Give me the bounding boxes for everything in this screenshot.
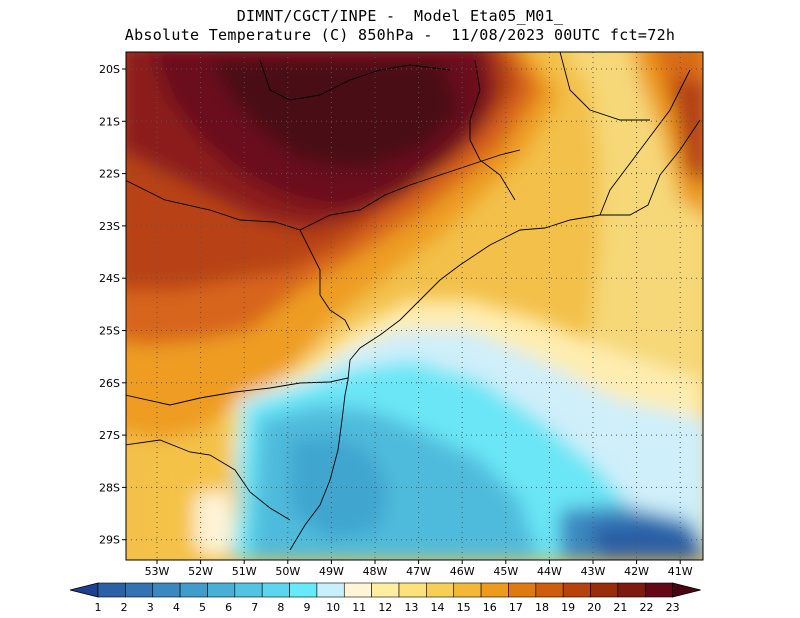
lat-tick-label: 25S: [99, 325, 120, 338]
title-line-2: Absolute Temperature (C) 850hPa - 11/08/…: [124, 26, 676, 44]
lon-tick-label: 48W: [363, 565, 388, 578]
colorbar-label: 12: [378, 601, 392, 614]
lon-tick-label: 43W: [581, 565, 606, 578]
colorbar-label: 21: [613, 601, 627, 614]
colorbar-swatch: [125, 582, 154, 598]
colorbar-swatch: [508, 582, 537, 598]
colorbar-swatch: [617, 582, 646, 598]
colorbar-label: 22: [640, 601, 654, 614]
lon-tick-label: 47W: [406, 565, 431, 578]
lat-tick-label: 23S: [99, 220, 120, 233]
colorbar-label: 23: [666, 601, 680, 614]
colorbar-label: 19: [561, 601, 575, 614]
colorbar: 1 2 3 4 5 6 7 8 9 10 11 12 13 14 15 16 17 18 19 20 21 22 23: [69, 582, 701, 614]
lat-tick-label: 24S: [99, 272, 120, 285]
colorbar-label: 18: [535, 601, 549, 614]
colorbar-swatch: [426, 582, 455, 598]
colorbar-label: 20: [587, 601, 601, 614]
colorbar-label: 4: [173, 601, 180, 614]
lon-tick-label: 51W: [232, 565, 257, 578]
lon-tick-label: 52W: [188, 565, 213, 578]
colorbar-label: 2: [121, 601, 128, 614]
colorbar-swatch: [234, 582, 263, 598]
colorbar-swatch: [535, 582, 564, 598]
lon-tick-label: 53W: [145, 565, 170, 578]
colorbar-label: 10: [326, 601, 340, 614]
lat-tick-label: 29S: [99, 534, 120, 547]
colorbar-label: 9: [303, 601, 310, 614]
title-line-1: DIMNT/CGCT/INPE - Model Eta05_M01_: [236, 7, 564, 25]
colorbar-label: 14: [431, 601, 445, 614]
lon-tick-label: 44W: [537, 565, 562, 578]
colorbar-label: 3: [147, 601, 154, 614]
colorbar-label: 6: [225, 601, 232, 614]
lat-tick-label: 26S: [99, 377, 120, 390]
colorbar-swatch: [453, 582, 482, 598]
colorbar-swatch: [590, 582, 619, 598]
colorbar-arrow-low: [69, 582, 99, 598]
colorbar-arrow-high: [672, 582, 701, 598]
colorbar-label: 17: [509, 601, 523, 614]
lat-tick-label: 28S: [99, 481, 120, 494]
colorbar-swatch: [152, 582, 181, 598]
lon-tick-label: 45W: [493, 565, 518, 578]
lon-tick-label: 42W: [624, 565, 649, 578]
temperature-field: [126, 52, 703, 560]
plot-frame: [125, 51, 704, 561]
colorbar-label: 16: [483, 601, 497, 614]
colorbar-swatch: [316, 582, 345, 598]
colorbar-label: 13: [404, 601, 418, 614]
colorbar-label: 15: [457, 601, 471, 614]
lon-tick-label: 49W: [319, 565, 344, 578]
colorbar-swatch: [343, 582, 372, 598]
colorbar-swatch: [480, 582, 509, 598]
colorbar-swatch: [398, 582, 427, 598]
colorbar-swatch: [644, 582, 673, 598]
colorbar-swatch: [179, 582, 208, 598]
colorbar-label: 11: [352, 601, 366, 614]
lon-tick-label: 50W: [275, 565, 300, 578]
colorbar-swatch: [207, 582, 236, 598]
coastline-and-borders: [126, 52, 701, 551]
lat-tick-label: 22S: [99, 168, 120, 181]
longitude-axis: 53W 52W 51W 50W 49W 48W 47W 46W 45W 44W 43W 42W 41W: [145, 560, 693, 578]
lon-tick-label: 41W: [668, 565, 693, 578]
lon-tick-label: 46W: [450, 565, 475, 578]
colorbar-swatch: [562, 582, 591, 598]
lat-tick-label: 27S: [99, 429, 120, 442]
lat-tick-label: 20S: [99, 63, 120, 76]
colorbar-swatch: [97, 582, 126, 598]
colorbar-label: 5: [199, 601, 206, 614]
lat-lon-grid: [126, 52, 703, 560]
colorbar-label: 1: [95, 601, 102, 614]
colorbar-label: 7: [251, 601, 258, 614]
colorbar-label: 8: [277, 601, 284, 614]
colorbar-swatch: [371, 582, 400, 598]
latitude-axis: 20S 21S 22S 23S 24S 25S 26S 27S 28S 29S: [99, 63, 126, 547]
lat-tick-label: 21S: [99, 115, 120, 128]
colorbar-swatch: [261, 582, 290, 598]
colorbar-swatch: [289, 582, 318, 598]
